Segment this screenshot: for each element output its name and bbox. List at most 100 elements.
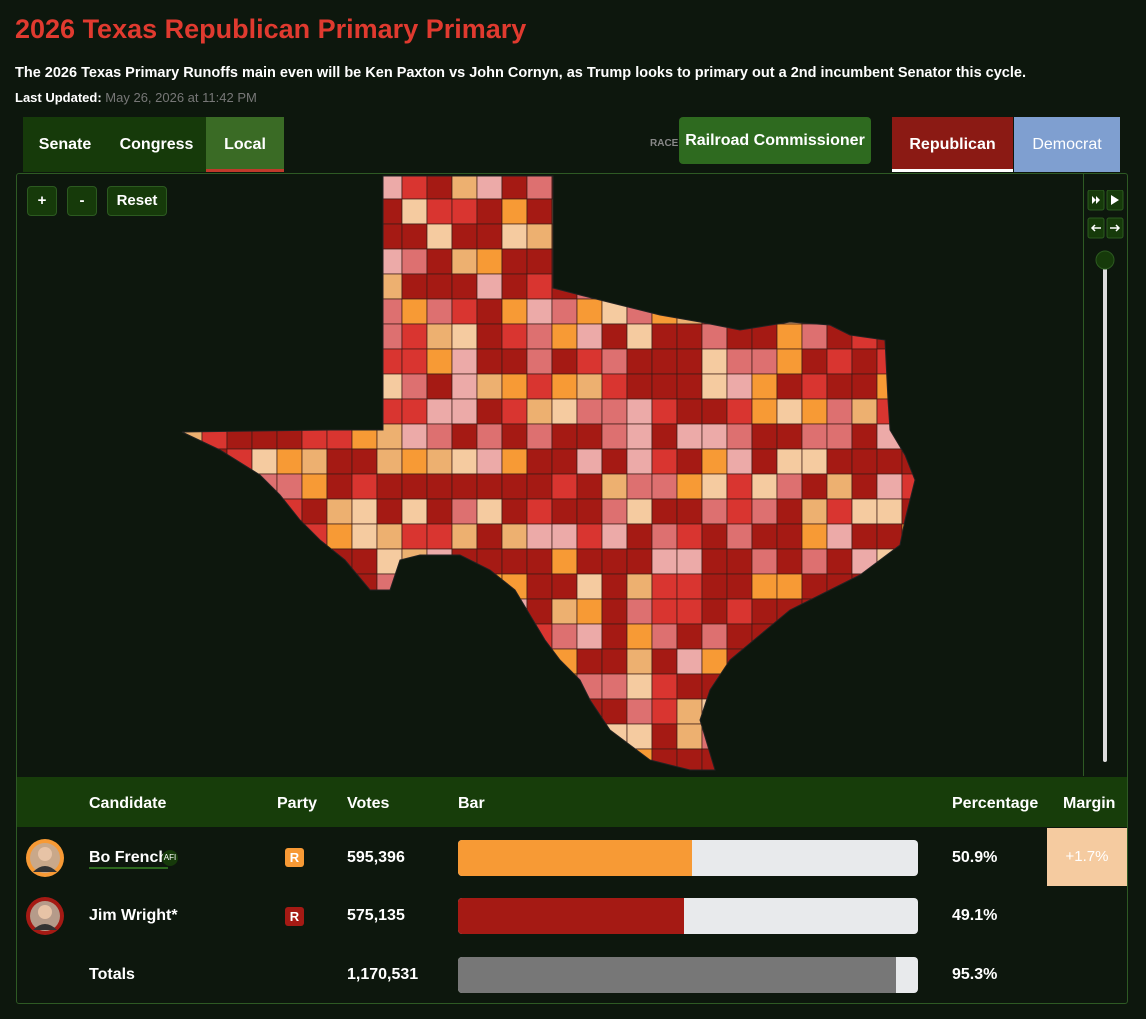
county[interactable] <box>226 323 253 350</box>
county[interactable] <box>601 548 628 575</box>
county[interactable] <box>501 573 528 600</box>
county[interactable] <box>476 398 503 425</box>
county[interactable] <box>501 648 528 675</box>
county[interactable] <box>251 623 278 650</box>
county[interactable] <box>601 373 628 400</box>
county[interactable] <box>501 673 528 700</box>
county[interactable] <box>326 423 353 450</box>
county[interactable] <box>801 423 828 450</box>
county[interactable] <box>501 423 528 450</box>
county[interactable] <box>576 573 603 600</box>
county[interactable] <box>801 648 828 675</box>
county[interactable] <box>276 298 303 325</box>
county[interactable] <box>776 748 803 774</box>
county[interactable] <box>301 373 328 400</box>
county[interactable] <box>401 398 428 425</box>
county[interactable] <box>851 223 878 250</box>
county[interactable] <box>476 623 503 650</box>
county[interactable] <box>676 548 703 575</box>
county[interactable] <box>751 448 778 475</box>
county[interactable] <box>177 398 203 425</box>
county[interactable] <box>851 498 878 525</box>
county[interactable] <box>376 348 403 375</box>
county[interactable] <box>801 248 828 275</box>
county[interactable] <box>301 598 328 625</box>
county[interactable] <box>726 598 753 625</box>
county[interactable] <box>426 573 453 600</box>
county[interactable] <box>551 273 578 300</box>
county[interactable] <box>376 748 403 774</box>
county[interactable] <box>526 623 553 650</box>
county[interactable] <box>526 648 553 675</box>
county[interactable] <box>276 198 303 225</box>
county[interactable] <box>301 673 328 700</box>
county[interactable] <box>451 623 478 650</box>
county[interactable] <box>476 273 503 300</box>
county[interactable] <box>251 398 278 425</box>
county[interactable] <box>426 198 453 225</box>
county[interactable] <box>226 498 253 525</box>
county[interactable] <box>251 498 278 525</box>
county[interactable] <box>501 473 528 500</box>
county[interactable] <box>876 323 903 350</box>
county[interactable] <box>776 448 803 475</box>
county[interactable] <box>476 198 503 225</box>
county[interactable] <box>751 248 778 275</box>
county[interactable] <box>776 373 803 400</box>
county[interactable] <box>601 648 628 675</box>
county[interactable] <box>826 248 853 275</box>
county[interactable] <box>651 448 678 475</box>
county[interactable] <box>251 198 278 225</box>
county[interactable] <box>751 698 778 725</box>
county[interactable] <box>326 748 353 774</box>
county[interactable] <box>576 323 603 350</box>
county[interactable] <box>226 723 253 750</box>
county[interactable] <box>601 174 628 200</box>
county[interactable] <box>251 323 278 350</box>
county[interactable] <box>526 373 553 400</box>
county[interactable] <box>426 748 453 774</box>
county[interactable] <box>701 448 728 475</box>
county[interactable] <box>401 648 428 675</box>
county[interactable] <box>901 648 927 675</box>
county[interactable] <box>751 623 778 650</box>
county[interactable] <box>201 373 228 400</box>
county[interactable] <box>626 623 653 650</box>
county[interactable] <box>301 323 328 350</box>
county[interactable] <box>676 223 703 250</box>
county[interactable] <box>826 523 853 550</box>
county[interactable] <box>301 448 328 475</box>
county[interactable] <box>351 373 378 400</box>
county[interactable] <box>326 398 353 425</box>
county[interactable] <box>251 248 278 275</box>
county[interactable] <box>501 273 528 300</box>
county[interactable] <box>501 723 528 750</box>
county[interactable] <box>501 198 528 225</box>
county[interactable] <box>501 174 528 200</box>
county[interactable] <box>776 523 803 550</box>
county[interactable] <box>876 523 903 550</box>
county[interactable] <box>301 573 328 600</box>
county[interactable] <box>826 598 853 625</box>
county[interactable] <box>726 248 753 275</box>
county[interactable] <box>376 523 403 550</box>
county[interactable] <box>476 323 503 350</box>
county[interactable] <box>751 198 778 225</box>
county[interactable] <box>626 423 653 450</box>
county[interactable] <box>651 548 678 575</box>
county[interactable] <box>526 473 553 500</box>
county[interactable] <box>551 723 578 750</box>
county[interactable] <box>651 273 678 300</box>
county[interactable] <box>551 423 578 450</box>
county[interactable] <box>751 573 778 600</box>
county[interactable] <box>376 448 403 475</box>
county[interactable] <box>326 573 353 600</box>
county[interactable] <box>351 174 378 200</box>
county[interactable] <box>226 548 253 575</box>
county[interactable] <box>601 523 628 550</box>
reset[interactable]: Reset <box>107 186 167 216</box>
county[interactable] <box>651 573 678 600</box>
county[interactable] <box>201 348 228 375</box>
county[interactable] <box>426 548 453 575</box>
county[interactable] <box>276 573 303 600</box>
